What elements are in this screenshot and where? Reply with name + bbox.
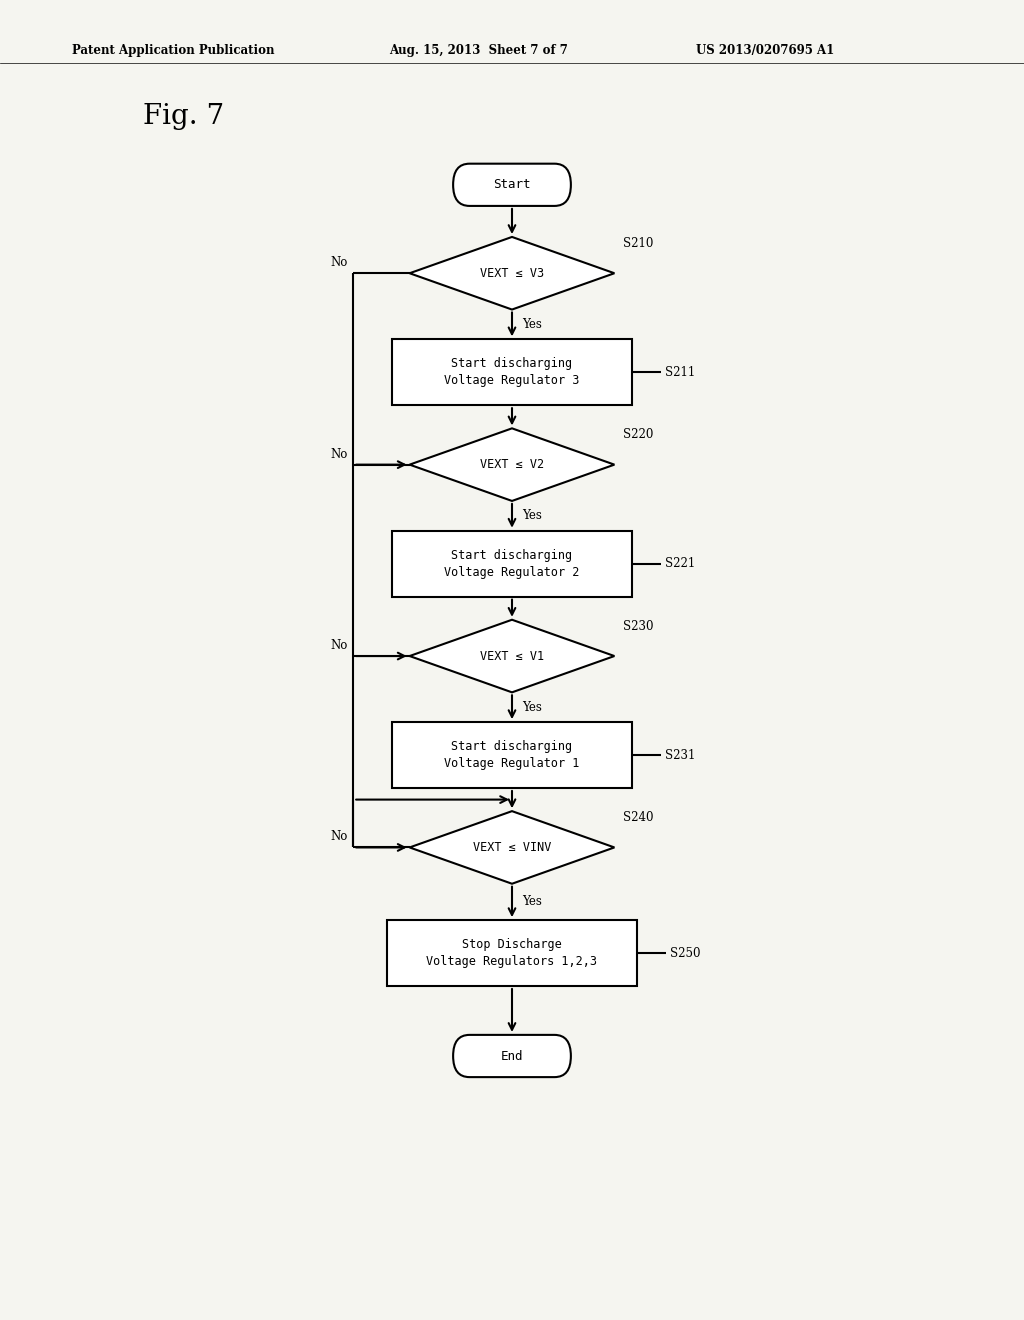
- FancyBboxPatch shape: [391, 339, 632, 405]
- Text: No: No: [331, 447, 348, 461]
- FancyBboxPatch shape: [391, 531, 632, 597]
- Text: End: End: [501, 1049, 523, 1063]
- FancyBboxPatch shape: [453, 164, 571, 206]
- Text: S231: S231: [666, 748, 695, 762]
- Text: S230: S230: [623, 620, 653, 632]
- Text: VEXT ≤ VINV: VEXT ≤ VINV: [473, 841, 551, 854]
- Text: VEXT ≤ V2: VEXT ≤ V2: [480, 458, 544, 471]
- Text: Start: Start: [494, 178, 530, 191]
- Text: S211: S211: [666, 366, 695, 379]
- Text: Yes: Yes: [522, 895, 542, 908]
- FancyBboxPatch shape: [387, 920, 637, 986]
- Text: S250: S250: [671, 946, 700, 960]
- Text: Aug. 15, 2013  Sheet 7 of 7: Aug. 15, 2013 Sheet 7 of 7: [389, 44, 568, 57]
- Text: VEXT ≤ V3: VEXT ≤ V3: [480, 267, 544, 280]
- Polygon shape: [410, 238, 614, 309]
- Text: S240: S240: [623, 812, 653, 824]
- Text: Fig. 7: Fig. 7: [143, 103, 224, 129]
- Text: S210: S210: [623, 238, 653, 249]
- Text: S221: S221: [666, 557, 695, 570]
- Text: Yes: Yes: [522, 318, 542, 331]
- Polygon shape: [410, 810, 614, 884]
- Text: Start discharging
Voltage Regulator 1: Start discharging Voltage Regulator 1: [444, 741, 580, 770]
- FancyBboxPatch shape: [453, 1035, 571, 1077]
- Text: Start discharging
Voltage Regulator 2: Start discharging Voltage Regulator 2: [444, 549, 580, 578]
- Text: US 2013/0207695 A1: US 2013/0207695 A1: [696, 44, 835, 57]
- Text: Yes: Yes: [522, 510, 542, 523]
- Polygon shape: [410, 428, 614, 500]
- Text: VEXT ≤ V1: VEXT ≤ V1: [480, 649, 544, 663]
- FancyBboxPatch shape: [391, 722, 632, 788]
- Text: No: No: [331, 830, 348, 843]
- Polygon shape: [410, 620, 614, 692]
- Text: Yes: Yes: [522, 701, 542, 714]
- Text: Patent Application Publication: Patent Application Publication: [72, 44, 274, 57]
- Text: Start discharging
Voltage Regulator 3: Start discharging Voltage Regulator 3: [444, 358, 580, 387]
- Text: No: No: [331, 256, 348, 269]
- Text: No: No: [331, 639, 348, 652]
- Text: S220: S220: [623, 429, 653, 441]
- Text: Stop Discharge
Voltage Regulators 1,2,3: Stop Discharge Voltage Regulators 1,2,3: [427, 939, 597, 968]
